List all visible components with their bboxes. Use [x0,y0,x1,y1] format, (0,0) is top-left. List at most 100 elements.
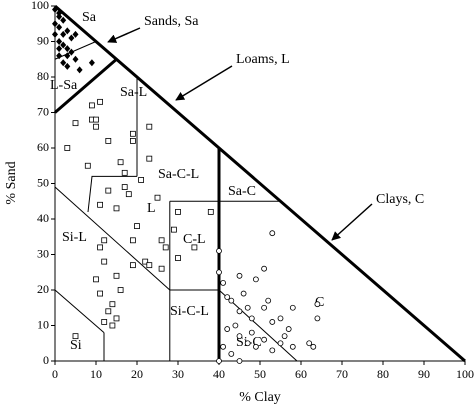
point [236,358,243,364]
point [248,329,255,336]
point [113,205,120,212]
point [109,322,116,329]
point [175,208,181,215]
point [216,248,222,254]
y-tick-label: 20 [37,282,49,296]
y-tick-label: 70 [37,104,49,118]
x-tick-label: 70 [336,367,348,381]
point [220,343,227,350]
point [76,66,83,74]
y-tick-label: 30 [37,246,49,260]
point [121,169,128,176]
point [97,244,103,251]
point [93,123,99,130]
point [60,16,67,24]
point [121,184,128,190]
point [72,55,79,63]
boundary [54,58,118,114]
arrow [175,65,233,101]
boundary [54,289,105,333]
point [146,155,153,162]
y-tick-label: 40 [37,211,49,225]
point [314,315,321,322]
point [236,333,243,340]
y-tick-label: 100 [31,0,49,12]
point [56,45,63,53]
y-tick-label: 60 [37,140,49,154]
point [285,326,292,332]
point [97,98,103,105]
point [224,294,231,301]
y-axis-label: % Sand [4,161,19,204]
y-tick-label: 50 [37,175,49,189]
annotation: C-L [183,232,206,247]
point [72,30,79,38]
point [64,27,71,35]
annotation: Sa-L [120,85,147,100]
point [52,30,58,38]
point [101,319,108,325]
x-tick-label: 20 [131,367,143,381]
point [269,319,276,325]
point [52,6,58,14]
annotation: Si-L [62,230,87,245]
point [265,297,272,304]
point [97,201,103,208]
point [228,297,235,304]
annotation: Si [70,338,82,353]
point [93,116,99,123]
point [60,41,67,49]
y-tick-label: 10 [37,317,49,331]
point [105,187,112,194]
point [191,244,198,251]
point [56,9,63,17]
point [158,237,165,244]
point [56,38,63,45]
point [109,301,116,308]
point [125,191,132,198]
y-tick-label: 0 [43,353,49,367]
boundary [54,41,97,60]
annotations: Sa Sands, Sa Loams, L L-Sa Sa-L Sa-C-L L… [50,10,424,353]
point [306,340,313,347]
point [158,265,165,272]
point [216,269,222,276]
annotation: Si-C-L [170,304,209,319]
point [134,223,140,230]
point [277,340,284,347]
point [138,177,145,183]
point [236,308,243,315]
point [105,137,112,144]
point [289,304,296,311]
region-boundaries [54,4,466,363]
point [52,20,58,28]
point [240,290,247,297]
point [269,230,276,237]
point [105,308,112,315]
point [89,102,95,109]
point [129,237,136,244]
x-tick-label: 30 [172,367,184,381]
point [117,287,124,293]
point [216,358,222,364]
point [72,333,79,340]
point [236,272,243,279]
point [68,34,75,42]
point [269,347,276,354]
x-tick-label: 80 [377,367,389,381]
point [220,279,227,286]
point [113,315,120,322]
point [88,59,95,67]
x-tick-label: 100 [456,367,474,381]
point [261,304,268,311]
point [146,262,153,269]
point [93,276,99,283]
annotation: Sa-C-L [158,167,199,182]
point [113,272,120,279]
point [142,258,149,265]
point [244,340,251,347]
point [64,52,71,60]
point [248,315,255,322]
point [117,159,124,166]
